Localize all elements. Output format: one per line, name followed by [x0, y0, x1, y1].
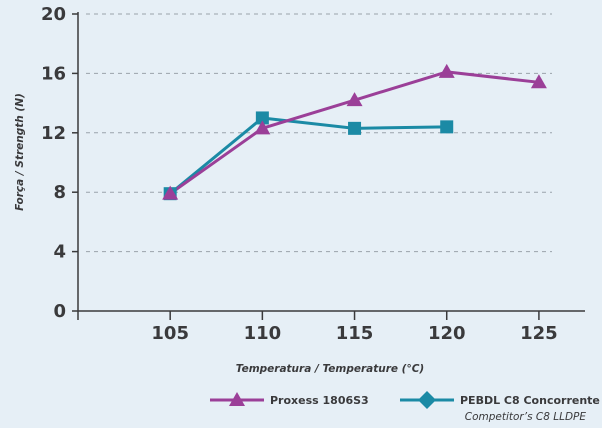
- point-series0-110: [254, 120, 271, 135]
- x-tick-label-110: 110: [244, 323, 282, 344]
- x-tick-label-125: 125: [520, 323, 558, 344]
- point-series0-115: [346, 92, 363, 107]
- legend: Proxess 1806S3 PEBDL C8 Concorrente Comp…: [210, 391, 600, 423]
- y-tick-label-12: 12: [41, 123, 66, 144]
- series-layer: [162, 63, 547, 201]
- x-tick-label-105: 105: [151, 323, 189, 344]
- point-series0-105: [162, 185, 179, 200]
- point-series1-115: [348, 121, 362, 135]
- x-axis-label: Temperatura / Temperature (°C): [236, 363, 424, 375]
- point-series1-110: [255, 111, 269, 125]
- series-line-1: [169, 116, 447, 195]
- y-tick-label-16: 16: [41, 63, 66, 84]
- y-tick-label-8: 8: [53, 182, 66, 203]
- x-tick-label-115: 115: [336, 323, 374, 344]
- y-axis-ticks: 0 4 8 12 16 20: [41, 4, 78, 322]
- point-series0-120: [438, 63, 455, 78]
- x-tick-label-120: 120: [428, 323, 466, 344]
- axes: [77, 12, 585, 312]
- grid-lines: [86, 13, 552, 253]
- point-series0-125: [530, 74, 547, 89]
- legend-label-competitor: PEBDL C8 Concorrente: [460, 394, 600, 407]
- y-axis-label: Força / Strength (N): [14, 93, 26, 211]
- legend-sublabel-competitor: Competitor’s C8 LLDPE: [465, 411, 587, 423]
- point-series1-120: [440, 120, 454, 134]
- diamond-icon: [418, 391, 436, 409]
- y-tick-label-20: 20: [41, 4, 66, 25]
- x-axis-ticks: 105 110 115 120 125: [77, 311, 558, 344]
- y-tick-label-0: 0: [53, 301, 66, 322]
- legend-item-proxess: Proxess 1806S3: [210, 392, 369, 407]
- legend-item-competitor: PEBDL C8 Concorrente Competitor’s C8 LLD…: [400, 391, 600, 423]
- y-tick-label-4: 4: [53, 242, 66, 263]
- legend-label-proxess: Proxess 1806S3: [270, 394, 369, 407]
- triangle-icon: [229, 392, 245, 406]
